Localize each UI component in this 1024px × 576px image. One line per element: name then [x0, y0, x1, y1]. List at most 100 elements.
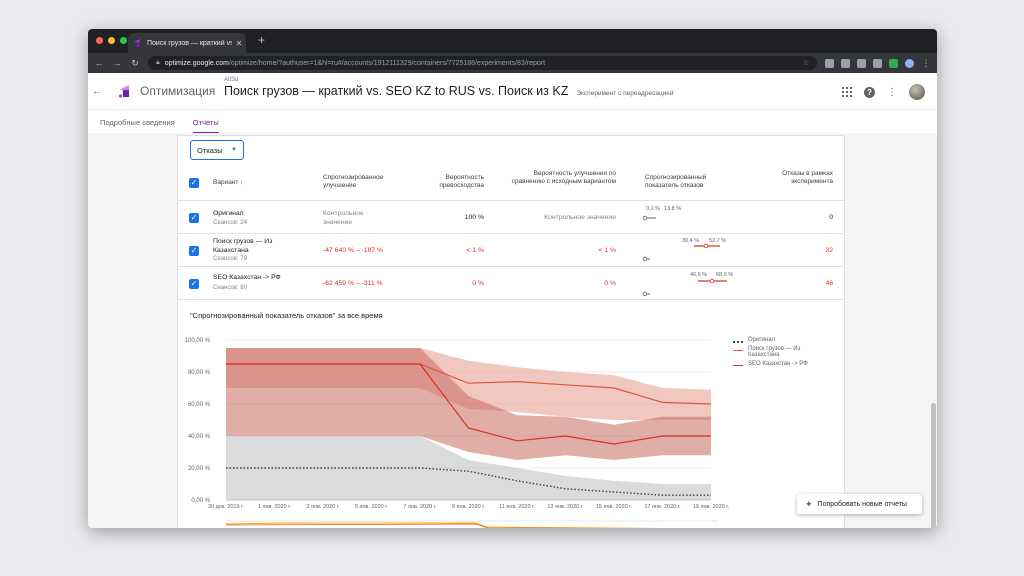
legend-label: Поиск грузов — Из Казахстана	[748, 346, 801, 358]
table-row[interactable]: ✓ Поиск грузов — Из Казахстана Сеансов: …	[178, 234, 844, 267]
extension-icon[interactable]	[889, 58, 898, 68]
report-card: Отказы ▼ ✓ Вариант ↑ Спрогнозированное у…	[177, 135, 845, 528]
row-checkbox[interactable]: ✓	[189, 279, 199, 289]
y-tick-label: 40,00 %	[188, 434, 211, 440]
try-new-reports-button[interactable]: ✦ Попробовать новые отчеты	[797, 494, 922, 514]
tab-details[interactable]: Подробные сведения	[100, 118, 175, 127]
header-variant[interactable]: Вариант ↑	[213, 179, 244, 186]
maximize-window-button[interactable]	[120, 37, 127, 44]
series-line	[226, 467, 711, 496]
variant-name: SEO Казахстан -> РФ	[213, 274, 281, 281]
legend-item[interactable]: Поиск грузов — Из Казахстана	[733, 346, 823, 358]
extension-icon[interactable]	[825, 58, 834, 68]
ci-range-bar	[642, 278, 727, 297]
predicted-improvement: Контрольное значение	[323, 210, 364, 226]
row-checkbox[interactable]: ✓	[189, 246, 199, 256]
prob-beat-baseline: Контрольное значение	[544, 214, 616, 221]
y-tick-label: 0,00 %	[191, 498, 210, 504]
browser-menu-icon[interactable]: ⋮	[921, 57, 931, 68]
extension-icon[interactable]	[873, 58, 882, 68]
more-options-icon[interactable]: ⋮	[887, 86, 897, 98]
header-predicted-rate: Спрогнозированный показатель отказов	[645, 174, 707, 189]
row-checkbox[interactable]: ✓	[189, 213, 199, 223]
legend-label: Оригинал	[748, 337, 776, 343]
account-name: AtiSu	[224, 77, 239, 83]
variant-sessions: Сеансов: 80	[213, 285, 247, 291]
prob-beat-baseline: < 1 %	[598, 247, 616, 254]
extension-icon[interactable]	[857, 58, 866, 68]
forward-arrow-icon[interactable]: →	[112, 58, 122, 68]
prob-best: 0 %	[472, 280, 484, 287]
variant-sessions: Сеансов: 24	[213, 220, 247, 226]
optimize-favicon-icon	[134, 39, 140, 47]
variant-name: Оригинал	[213, 210, 244, 217]
extensions-area: ⋮	[825, 58, 931, 69]
experiment-title: Поиск грузов — краткий vs. SEO KZ to RUS…	[224, 84, 569, 98]
x-tick-label: 3 янв. 2020 г.	[306, 504, 340, 510]
metric-select[interactable]: Отказы ▼	[190, 140, 244, 160]
ci-high-label: 52,7 %	[709, 238, 727, 244]
minimize-window-button[interactable]	[108, 37, 115, 44]
legend-item[interactable]: Оригинал	[733, 337, 823, 343]
predicted-improvement: -62 459 % – -311 %	[323, 280, 383, 287]
url-host: optimize.google.com	[164, 59, 229, 67]
tab-reports[interactable]: Отчеты	[192, 118, 219, 134]
report-content: Отказы ▼ ✓ Вариант ↑ Спрогнозированное у…	[88, 133, 937, 528]
header-prob-best: Вероятность превосходства	[439, 174, 484, 189]
header-bounces: Отказы в рамках эксперимента	[782, 170, 833, 185]
subtabs: Подробные сведения Отчеты	[88, 110, 937, 135]
x-tick-label: 30 дек. 2019 г.	[208, 504, 244, 510]
page-scrollbar[interactable]	[931, 403, 936, 528]
x-tick-label: 13 янв. 2020 г.	[547, 504, 584, 510]
ci-low-label: 46,6 %	[690, 272, 708, 278]
x-tick-label: 9 янв. 2020 г.	[452, 504, 486, 510]
apps-grid-icon[interactable]	[842, 87, 852, 97]
variant-sessions: Сеансов: 79	[213, 256, 247, 262]
chart-title: "Спрогнозированный показатель отказов" з…	[190, 311, 383, 320]
confidence-band	[226, 348, 711, 460]
address-bar[interactable]: 🔒︎ optimize.google.com /optimize/home/?a…	[148, 56, 817, 70]
header-predicted-improvement: Спрогнозированное улучшение	[323, 174, 384, 189]
profile-avatar-icon[interactable]	[905, 58, 914, 68]
ci-high-label: 13,8 %	[664, 206, 682, 212]
bounce-rate-chart: 100,00 % 80,00 % 60,00 % 40,00 % 20,00 % 0,00…	[185, 338, 730, 528]
back-arrow-icon[interactable]: ←	[94, 58, 104, 68]
table-row[interactable]: ✓ Оригинал Сеансов: 24 Контрольное значе…	[178, 201, 844, 234]
select-all-checkbox[interactable]: ✓	[189, 178, 199, 188]
bookmark-star-icon[interactable]: ☆	[802, 60, 809, 67]
optimize-logo-icon	[118, 85, 129, 98]
lock-icon: 🔒︎	[156, 59, 160, 66]
bounces-count: 32	[825, 247, 833, 254]
app-name: Оптимизация	[140, 84, 216, 98]
browser-window: Поиск грузов — краткий vs. SE ✕ + ← → ↻ …	[88, 29, 937, 528]
sparkle-icon: ✦	[805, 498, 813, 509]
close-window-button[interactable]	[96, 37, 103, 44]
x-tick-label: 5 янв. 2020 г.	[355, 504, 389, 510]
table-row[interactable]: ✓ SEO Казахстан -> РФ Сеансов: 80 -62 45…	[178, 267, 844, 300]
new-tab-button[interactable]: +	[258, 33, 266, 47]
reload-icon[interactable]: ↻	[131, 57, 139, 68]
x-tick-label: 19 янв. 2020 г.	[693, 504, 730, 510]
avatar[interactable]	[909, 84, 925, 100]
y-tick-label: 20,00 %	[188, 466, 211, 472]
extension-icon[interactable]	[841, 58, 850, 68]
series-line	[226, 363, 711, 445]
mini-chart-line	[225, 522, 661, 528]
help-icon[interactable]: ?	[864, 86, 875, 98]
mini-chart-line	[225, 523, 581, 528]
header-prob-beat-baseline: Вероятность улучшения по сравнению с исх…	[511, 170, 616, 185]
tab-close-icon[interactable]: ✕	[235, 38, 243, 48]
ci-low-label: 0,1 %	[646, 206, 661, 212]
y-tick-label: 80,00 %	[188, 370, 211, 376]
window-controls	[96, 37, 127, 44]
try-new-reports-label: Попробовать новые отчеты	[817, 500, 907, 508]
app-header: ← Оптимизация AtiSu Поиск грузов — кратк…	[88, 73, 937, 110]
ci-range-bar	[642, 243, 720, 262]
bounces-count: 0	[829, 214, 833, 221]
y-tick-label: 60,00 %	[188, 402, 211, 408]
back-arrow-icon[interactable]: ←	[92, 85, 102, 97]
legend-item[interactable]: SEO Казахстан -> РФ	[733, 361, 823, 367]
browser-tab[interactable]: Поиск грузов — краткий vs. SE ✕	[128, 33, 246, 53]
browser-toolbar: ← → ↻ 🔒︎ optimize.google.com /optimize/h…	[88, 53, 937, 73]
x-tick-label: 11 янв. 2020 г.	[499, 504, 535, 510]
